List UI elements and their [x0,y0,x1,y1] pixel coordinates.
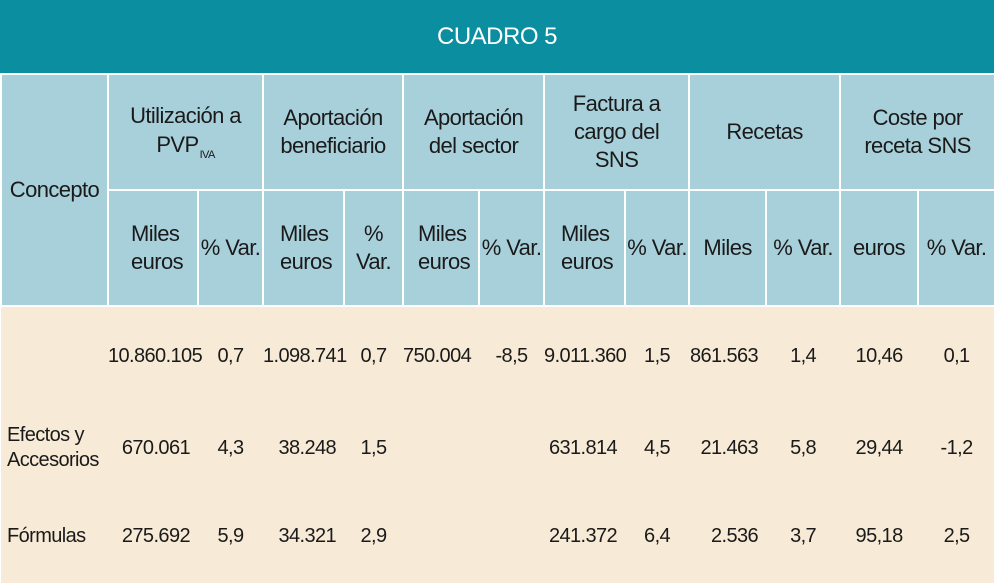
subheader-cell: Miles euros [107,189,199,307]
cell-utilizacion-var: 4,3 [198,406,264,490]
table-row: Efectos y Accesorios 670.061 4,3 38.248 … [1,406,994,490]
cell-coste-var: -1,2 [918,406,994,490]
subheader-cell: Miles euros [262,189,346,307]
cell-factura-var: 6,4 [625,490,690,583]
cell-recetas-var: 3,7 [766,490,841,583]
row-concepto [1,306,108,406]
cell-coste-euros: 29,44 [840,406,919,490]
cell-factura-miles: 631.814 [544,406,626,490]
cell-beneficiario-var: 2,9 [344,490,404,583]
subheader-cell: % Var. [765,189,842,307]
cell-utilizacion-miles: 10.860.105 [108,306,203,406]
cell-factura-miles: 9.011.360 [544,306,627,406]
subheader-cell: Miles [688,189,768,307]
subheader-cell: % Var. [343,189,405,307]
cell-sector-miles: 750.004 [403,306,480,406]
cell-factura-var: 4,5 [625,406,690,490]
header-subscript-iva: IVA [199,148,216,161]
header-group-recetas: Recetas [688,73,842,191]
cell-sector-var [479,490,545,583]
cell-beneficiario-var: 0,7 [344,306,404,406]
cell-sector-miles [403,406,480,490]
cell-recetas-var: 1,4 [766,306,841,406]
header-group-coste-receta: Coste por receta SNS [839,73,994,191]
cell-beneficiario-miles: 38.248 [263,406,345,490]
cell-coste-var: 0,1 [918,306,994,406]
cell-sector-miles [403,490,480,583]
header-group-utilizacion: Utilización a PVPIVA [106,73,265,191]
cell-utilizacion-var: 0,7 [198,306,264,406]
subheader-cell: % Var. [478,189,546,307]
cell-sector-var: -8,5 [479,306,545,406]
subheader-cell: Miles euros [402,189,481,307]
cell-utilizacion-var: 5,9 [198,490,264,583]
header-group-label: Utilización a PVP [130,103,241,157]
cell-utilizacion-miles: 275.692 [108,490,198,583]
table-row: Fórmulas 275.692 5,9 34.321 2,9 241.372 … [1,490,994,583]
header-group-aportacion-sector: Aportación del sector [402,73,546,191]
cell-sector-var [479,406,545,490]
cell-factura-var: 1,5 [625,306,690,406]
header-concepto: Concepto [0,73,109,307]
row-concepto: Efectos y Accesorios [1,406,108,490]
subheader-cell: % Var. [196,189,265,307]
cell-factura-miles: 241.372 [544,490,626,583]
header-group-factura-sns: Factura a cargo del SNS [543,73,691,191]
row-concepto: Fórmulas [1,490,108,583]
table-title: CUADRO 5 [0,0,994,73]
cell-beneficiario-miles: 1.098.741 [263,306,347,406]
header-group-aportacion-beneficiario: Aportación beneficiario [262,73,405,191]
cell-recetas-miles: 21.463 [689,406,767,490]
subheader-cell: % Var. [917,189,994,307]
subheader-cell: euros [839,189,920,307]
cell-recetas-miles: 2.536 [689,490,767,583]
table-row: 10.860.105 0,7 1.098.741 0,7 750.004 -8,… [1,306,994,406]
cell-utilizacion-miles: 670.061 [108,406,198,490]
subheader-cell: % Var. [624,189,691,307]
cell-coste-euros: 10,46 [840,306,919,406]
cell-coste-euros: 95,18 [840,490,919,583]
cell-recetas-miles: 861.563 [689,306,767,406]
data-table: Concepto Utilización a PVPIVA Aportación… [0,73,994,583]
cell-coste-var: 2,5 [918,490,994,583]
cell-recetas-var: 5,8 [766,406,841,490]
subheader-cell: Miles euros [543,189,627,307]
cell-beneficiario-var: 1,5 [344,406,404,490]
cell-beneficiario-miles: 34.321 [263,490,345,583]
